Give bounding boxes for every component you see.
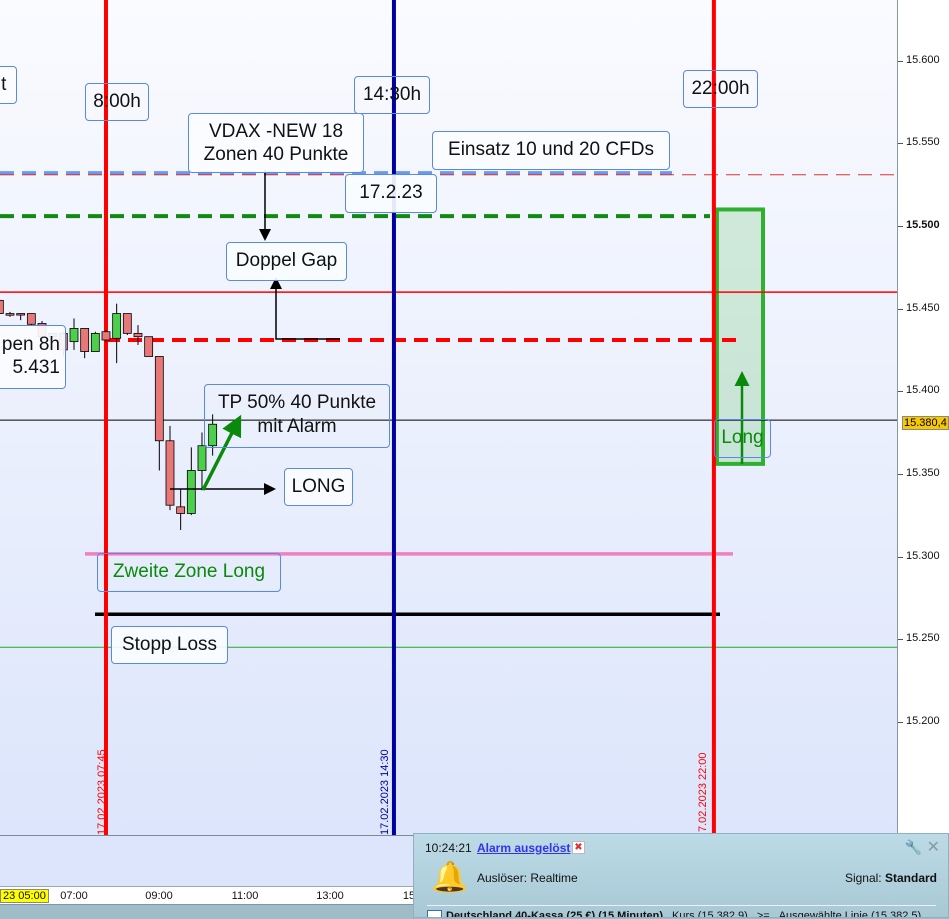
- annotation-text: 14:30h: [362, 84, 422, 105]
- y-tick: 15.350: [898, 467, 940, 479]
- annotation-text: VDAX -NEW 18: [208, 121, 344, 142]
- x-tick: 13:00: [316, 890, 344, 902]
- alarm-time: 10:24:21: [425, 841, 472, 855]
- annotation-text: nt: [0, 74, 7, 95]
- annotation-text: Doppel Gap: [235, 250, 338, 271]
- x-tick: 11:00: [231, 890, 259, 902]
- y-tick: 15.200: [898, 715, 940, 727]
- candle-down: [165, 440, 175, 506]
- x-tick-current: 23 05:00: [0, 889, 49, 903]
- annotation-zweite-zone[interactable]: Zweite Zone Long: [97, 553, 281, 592]
- candle-up: [208, 423, 218, 447]
- annotation-1430h[interactable]: 14:30h: [354, 76, 430, 114]
- alarm-popup[interactable]: 10:24:21 Alarm ausgelöst ✖ 🔧 ✕ 🔔 Auslöse…: [413, 833, 949, 918]
- y-tick: 15.250: [898, 632, 940, 644]
- annotation-date[interactable]: 17.2.23: [345, 174, 437, 213]
- annotation-open-8h[interactable]: pen 8h 5.431: [0, 325, 66, 389]
- x-tick: 09:00: [145, 890, 173, 902]
- annotation-einsatz[interactable]: Einsatz 10 und 20 CFDs: [432, 131, 670, 170]
- alarm-trigger: Auslöser: Realtime: [477, 871, 578, 885]
- alarm-line: Ausgewählte Linie (15.382,5): [778, 910, 922, 918]
- vline-label-0745: 17.02.2023 07:45: [96, 749, 108, 835]
- candle-up: [197, 445, 207, 471]
- annotation-text: Long: [721, 427, 764, 448]
- candle-down: [154, 356, 164, 442]
- signal-value: Standard: [884, 871, 937, 885]
- y-tick: 15.600: [898, 54, 940, 66]
- candle-down: [26, 313, 36, 325]
- y-tick: 15.450: [898, 302, 940, 314]
- annotation-long-caps[interactable]: LONG: [284, 468, 353, 506]
- bell-icon: 🔔: [431, 861, 469, 894]
- instrument-icon: [427, 910, 442, 917]
- annotation-doppel-gap[interactable]: Doppel Gap: [226, 242, 347, 281]
- alarm-operator: >=: [756, 910, 770, 918]
- candle-down: [5, 313, 15, 316]
- wrench-icon[interactable]: 🔧: [904, 839, 922, 855]
- annotation-text: Einsatz 10 und 20 CFDs: [448, 139, 654, 160]
- annotation-2200h[interactable]: 22:00h: [683, 70, 758, 108]
- signal-label: Signal:: [844, 871, 882, 885]
- candle-up: [69, 328, 79, 343]
- remove-icon[interactable]: ✖: [572, 841, 585, 854]
- y-tick: 15.400: [898, 384, 940, 396]
- candle-down: [80, 328, 90, 352]
- y-tick: 15.550: [898, 136, 940, 148]
- vline-label-1430: 17.02.2023 14:30: [379, 749, 391, 835]
- alarm-detail-row[interactable]: Deutschland 40-Kassa (25 €) (15 Minuten)…: [427, 910, 922, 918]
- candle-up: [112, 313, 122, 339]
- alarm-instrument: Deutschland 40-Kassa (25 €) (15 Minuten): [446, 910, 664, 918]
- alarm-title-link[interactable]: Alarm ausgelöst: [477, 841, 571, 855]
- annotation-nt[interactable]: nt: [0, 66, 17, 104]
- annotation-long[interactable]: Long: [714, 419, 771, 458]
- long-box: [714, 207, 766, 466]
- alarm-kurs: Kurs (15.382,9): [672, 910, 748, 918]
- annotation-text: mit Alarm: [257, 416, 337, 437]
- candle-up: [186, 470, 196, 514]
- candle-down: [122, 313, 132, 334]
- annotation-text: 17.2.23: [359, 182, 423, 203]
- annotation-text: Zonen 40 Punkte: [203, 144, 349, 165]
- y-tick: 15.500: [898, 219, 940, 231]
- x-tick: 15: [402, 890, 416, 902]
- annotation-text: LONG: [291, 476, 346, 497]
- vline-label-2200: 7.02.2023 22:00: [697, 752, 709, 832]
- candle-down: [0, 299, 4, 314]
- candle-down: [101, 331, 111, 341]
- y-tick: 15.300: [898, 550, 940, 562]
- chart-area[interactable]: nt 8:00h 14:30h 22:00h VDAX -NEW 18Zonen…: [0, 0, 897, 835]
- annotation-stopp-loss[interactable]: Stopp Loss: [111, 626, 228, 664]
- arrow-up: [270, 277, 340, 340]
- x-tick: 07:00: [60, 890, 88, 902]
- annotation-8h[interactable]: 8:00h: [85, 83, 149, 121]
- annotation-text: 5.431: [12, 357, 60, 378]
- annotation-text: 8:00h: [93, 91, 141, 112]
- annotation-text: 22:00h: [691, 78, 750, 99]
- candle-down: [176, 506, 186, 514]
- annotation-text: pen 8h: [1, 334, 60, 355]
- candle-down: [144, 336, 154, 357]
- price-chart[interactable]: [0, 0, 897, 835]
- close-icon[interactable]: ✕: [926, 839, 940, 856]
- candle-down: [133, 332, 143, 338]
- annotation-vdax[interactable]: VDAX -NEW 18 Zonen 40 Punkte: [188, 113, 364, 173]
- candle-up: [90, 332, 100, 352]
- alarm-signal: Signal: Standard: [845, 871, 937, 885]
- annotation-text: TP 50% 40 Punkte: [217, 392, 377, 413]
- annotation-text: Stopp Loss: [121, 634, 218, 655]
- annotation-text: Zweite Zone Long: [112, 561, 266, 582]
- divider: [427, 905, 936, 906]
- last-price-badge: 15.380,4: [902, 416, 949, 430]
- annotation-tp[interactable]: TP 50% 40 Punkte mit Alarm: [204, 384, 390, 448]
- candle-down: [16, 313, 26, 316]
- arrow-tp: [201, 414, 242, 491]
- price-axis[interactable]: 15.600 15.550 15.500 15.450 15.400 15.35…: [897, 0, 949, 835]
